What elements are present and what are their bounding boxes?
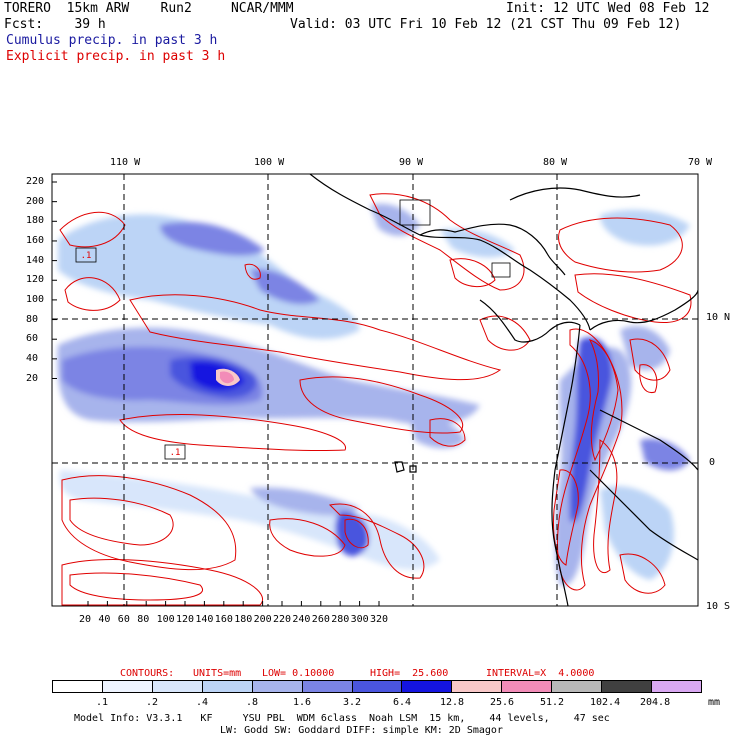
x-tick-label: 200 [253,614,272,625]
axis-ticks [52,181,380,606]
x-tick-label: 100 [156,614,175,625]
explicit-precip-shading [216,368,240,386]
region-box-c [75,247,97,263]
lon-label: 70 W [688,157,713,168]
y-tick-label: 180 [26,215,45,227]
x-tick-label: 20 [79,614,92,625]
y-tick-label: 120 [26,274,45,286]
color-bar-cell [452,681,503,692]
color-bar-label: 12.8 [440,697,465,708]
region-box-a [399,199,431,226]
contour-mark-label: .1 [170,448,181,458]
contour-mark-label: .1 [81,251,92,261]
legend-explicit-precip: Explicit precip. in past 3 h [6,49,226,64]
x-tick-label: 80 [137,614,150,625]
map-frame [51,173,699,607]
y-tick-label: 200 [26,195,45,207]
color-bar-label: 102.4 [590,697,621,708]
color-bar-cell [202,681,253,692]
coastlines [309,174,698,606]
header-init-time: Init: 12 UTC Wed 08 Feb 12 [506,1,710,16]
contour-units: UNITS=mm [193,668,242,679]
color-bar-label: .1 [95,697,109,708]
x-tick-label: 160 [214,614,233,625]
lat-label: 10 S [706,601,731,612]
x-tick-label: 220 [273,614,292,625]
y-tick-label: 20 [26,372,39,384]
color-bar-cell [602,681,653,692]
x-tick-label: 40 [98,614,111,625]
header-forecast-hour: Fcst: 39 h [4,17,106,32]
lat-label: 10 N [706,312,731,323]
color-bar [52,680,702,693]
color-bar-cell [302,681,353,692]
color-bar-label: 25.6 [490,697,515,708]
x-tick-label: 280 [331,614,350,625]
color-bar-cell [102,681,153,692]
color-bar-cell [152,681,203,692]
y-tick-label: 40 [26,352,39,364]
footer-model-info: Model Info: V3.3.1 KF YSU PBL WDM 6class… [74,713,610,724]
lat-lon-gridlines [52,174,698,606]
footer-physics-info: LW: Godd SW: Goddard DIFF: simple KM: 2D… [220,725,503,736]
x-tick-label: 120 [176,614,195,625]
color-bar-cell [552,681,603,692]
color-bar-label: .8 [245,697,259,708]
color-bar-cell [652,681,701,692]
color-bar-label: 3.2 [342,697,362,708]
color-bar-cell [402,681,453,692]
x-tick-label: 260 [311,614,330,625]
x-tick-label: 320 [370,614,389,625]
header-title: TORERO 15km ARW Run2 NCAR/MMM [4,1,294,16]
lon-label: 100 W [254,157,285,168]
contour-low: LOW= 0.10000 [262,668,335,679]
color-bar-label: 6.4 [392,697,412,708]
color-bar-label: 1.6 [292,697,312,708]
explicit-precip-contours [59,193,692,606]
legend-cumulus-precip: Cumulus precip. in past 3 h [6,33,218,48]
color-bar-label: .4 [195,697,209,708]
lon-label: 80 W [543,157,568,168]
x-tick-label: 240 [292,614,311,625]
header-valid-time: Valid: 03 UTC Fri 10 Feb 12 (21 CST Thu … [290,17,682,32]
y-tick-label: 160 [26,234,45,246]
color-bar-label: 204.8 [640,697,671,708]
x-tick-label: 60 [117,614,130,625]
y-tick-label: 100 [26,293,45,305]
color-bar-cell [502,681,553,692]
color-bar-cell [352,681,403,692]
region-box-b [491,262,511,278]
y-tick-label: 220 [26,176,45,187]
x-tick-label: 300 [350,614,369,625]
y-tick-label: 60 [26,333,39,345]
color-bar-cell [53,681,103,692]
color-bar-label: 51.2 [540,697,565,708]
contour-interval: INTERVAL=X 4.0000 [486,668,595,679]
region-box-d [164,444,186,460]
contour-high: HIGH= 25.600 [370,668,449,679]
contour-info-label: CONTOURS: [120,668,175,679]
lon-label: 110 W [110,157,141,168]
y-tick-label: 140 [26,254,45,266]
colorbar-unit: mm [708,697,721,708]
x-tick-label: 180 [234,614,253,625]
x-tick-label: 140 [195,614,214,625]
color-bar-label: .2 [145,697,159,708]
y-tick-label: 80 [26,313,39,325]
color-bar-cell [252,681,303,692]
lat-label: 0 [709,457,716,468]
lon-label: 90 W [399,157,424,168]
